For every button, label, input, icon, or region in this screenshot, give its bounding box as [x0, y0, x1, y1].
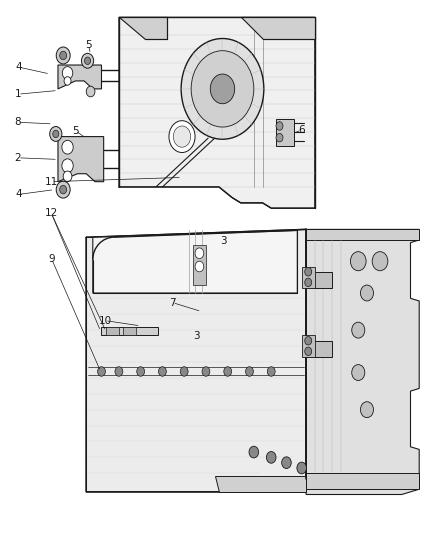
Circle shape [56, 47, 70, 64]
Circle shape [276, 122, 283, 130]
Polygon shape [241, 17, 315, 38]
Text: 3: 3 [193, 332, 200, 342]
Polygon shape [306, 272, 332, 288]
Polygon shape [302, 266, 315, 288]
Text: 9: 9 [48, 254, 55, 263]
Circle shape [210, 74, 235, 104]
Polygon shape [302, 335, 315, 357]
Text: 8: 8 [14, 117, 21, 127]
Circle shape [180, 367, 188, 376]
Polygon shape [106, 327, 119, 335]
Circle shape [360, 402, 374, 418]
Polygon shape [306, 229, 419, 240]
Circle shape [372, 252, 388, 271]
Circle shape [246, 367, 253, 376]
Circle shape [62, 159, 73, 173]
Circle shape [86, 86, 95, 97]
Polygon shape [215, 476, 306, 492]
Circle shape [202, 367, 210, 376]
Polygon shape [93, 230, 297, 293]
Polygon shape [123, 327, 136, 335]
Polygon shape [58, 136, 104, 182]
Circle shape [267, 367, 275, 376]
Circle shape [181, 38, 264, 139]
Circle shape [350, 252, 366, 271]
Circle shape [159, 367, 166, 376]
Circle shape [169, 120, 195, 152]
Circle shape [137, 367, 145, 376]
Polygon shape [276, 119, 294, 146]
Circle shape [191, 51, 254, 127]
Circle shape [266, 451, 276, 463]
Circle shape [305, 347, 312, 356]
Circle shape [305, 336, 312, 345]
Circle shape [249, 446, 258, 458]
Circle shape [98, 367, 106, 376]
Circle shape [195, 248, 204, 259]
Polygon shape [58, 65, 102, 89]
Circle shape [276, 133, 283, 142]
Circle shape [352, 322, 365, 338]
Circle shape [49, 126, 62, 141]
Text: 3: 3 [220, 236, 226, 246]
Polygon shape [119, 17, 315, 208]
Text: 11: 11 [45, 176, 58, 187]
Polygon shape [119, 17, 167, 38]
Text: 1: 1 [14, 89, 21, 99]
Circle shape [60, 51, 67, 60]
Text: 6: 6 [298, 125, 305, 135]
Circle shape [85, 57, 91, 64]
Circle shape [305, 278, 312, 287]
Circle shape [62, 67, 73, 79]
Text: 2: 2 [14, 153, 21, 163]
Text: 5: 5 [85, 40, 92, 50]
Polygon shape [306, 341, 332, 357]
Circle shape [195, 261, 204, 272]
Circle shape [53, 130, 59, 138]
Polygon shape [306, 473, 419, 489]
Polygon shape [101, 327, 158, 335]
Circle shape [360, 285, 374, 301]
Circle shape [305, 268, 312, 276]
Circle shape [297, 462, 307, 474]
Polygon shape [86, 229, 306, 492]
Circle shape [282, 457, 291, 469]
Circle shape [352, 365, 365, 381]
Text: 4: 4 [15, 62, 22, 72]
Circle shape [115, 367, 123, 376]
Polygon shape [306, 229, 419, 495]
Circle shape [60, 185, 67, 194]
Text: 5: 5 [72, 126, 79, 136]
Polygon shape [193, 245, 206, 285]
Circle shape [81, 53, 94, 68]
Circle shape [64, 77, 71, 85]
Circle shape [224, 367, 232, 376]
Text: 12: 12 [45, 208, 58, 219]
Circle shape [56, 181, 70, 198]
Text: 10: 10 [99, 316, 112, 326]
Text: 4: 4 [15, 189, 22, 199]
Circle shape [63, 171, 72, 182]
Circle shape [62, 140, 73, 154]
Circle shape [173, 126, 191, 147]
Text: 7: 7 [169, 297, 176, 308]
